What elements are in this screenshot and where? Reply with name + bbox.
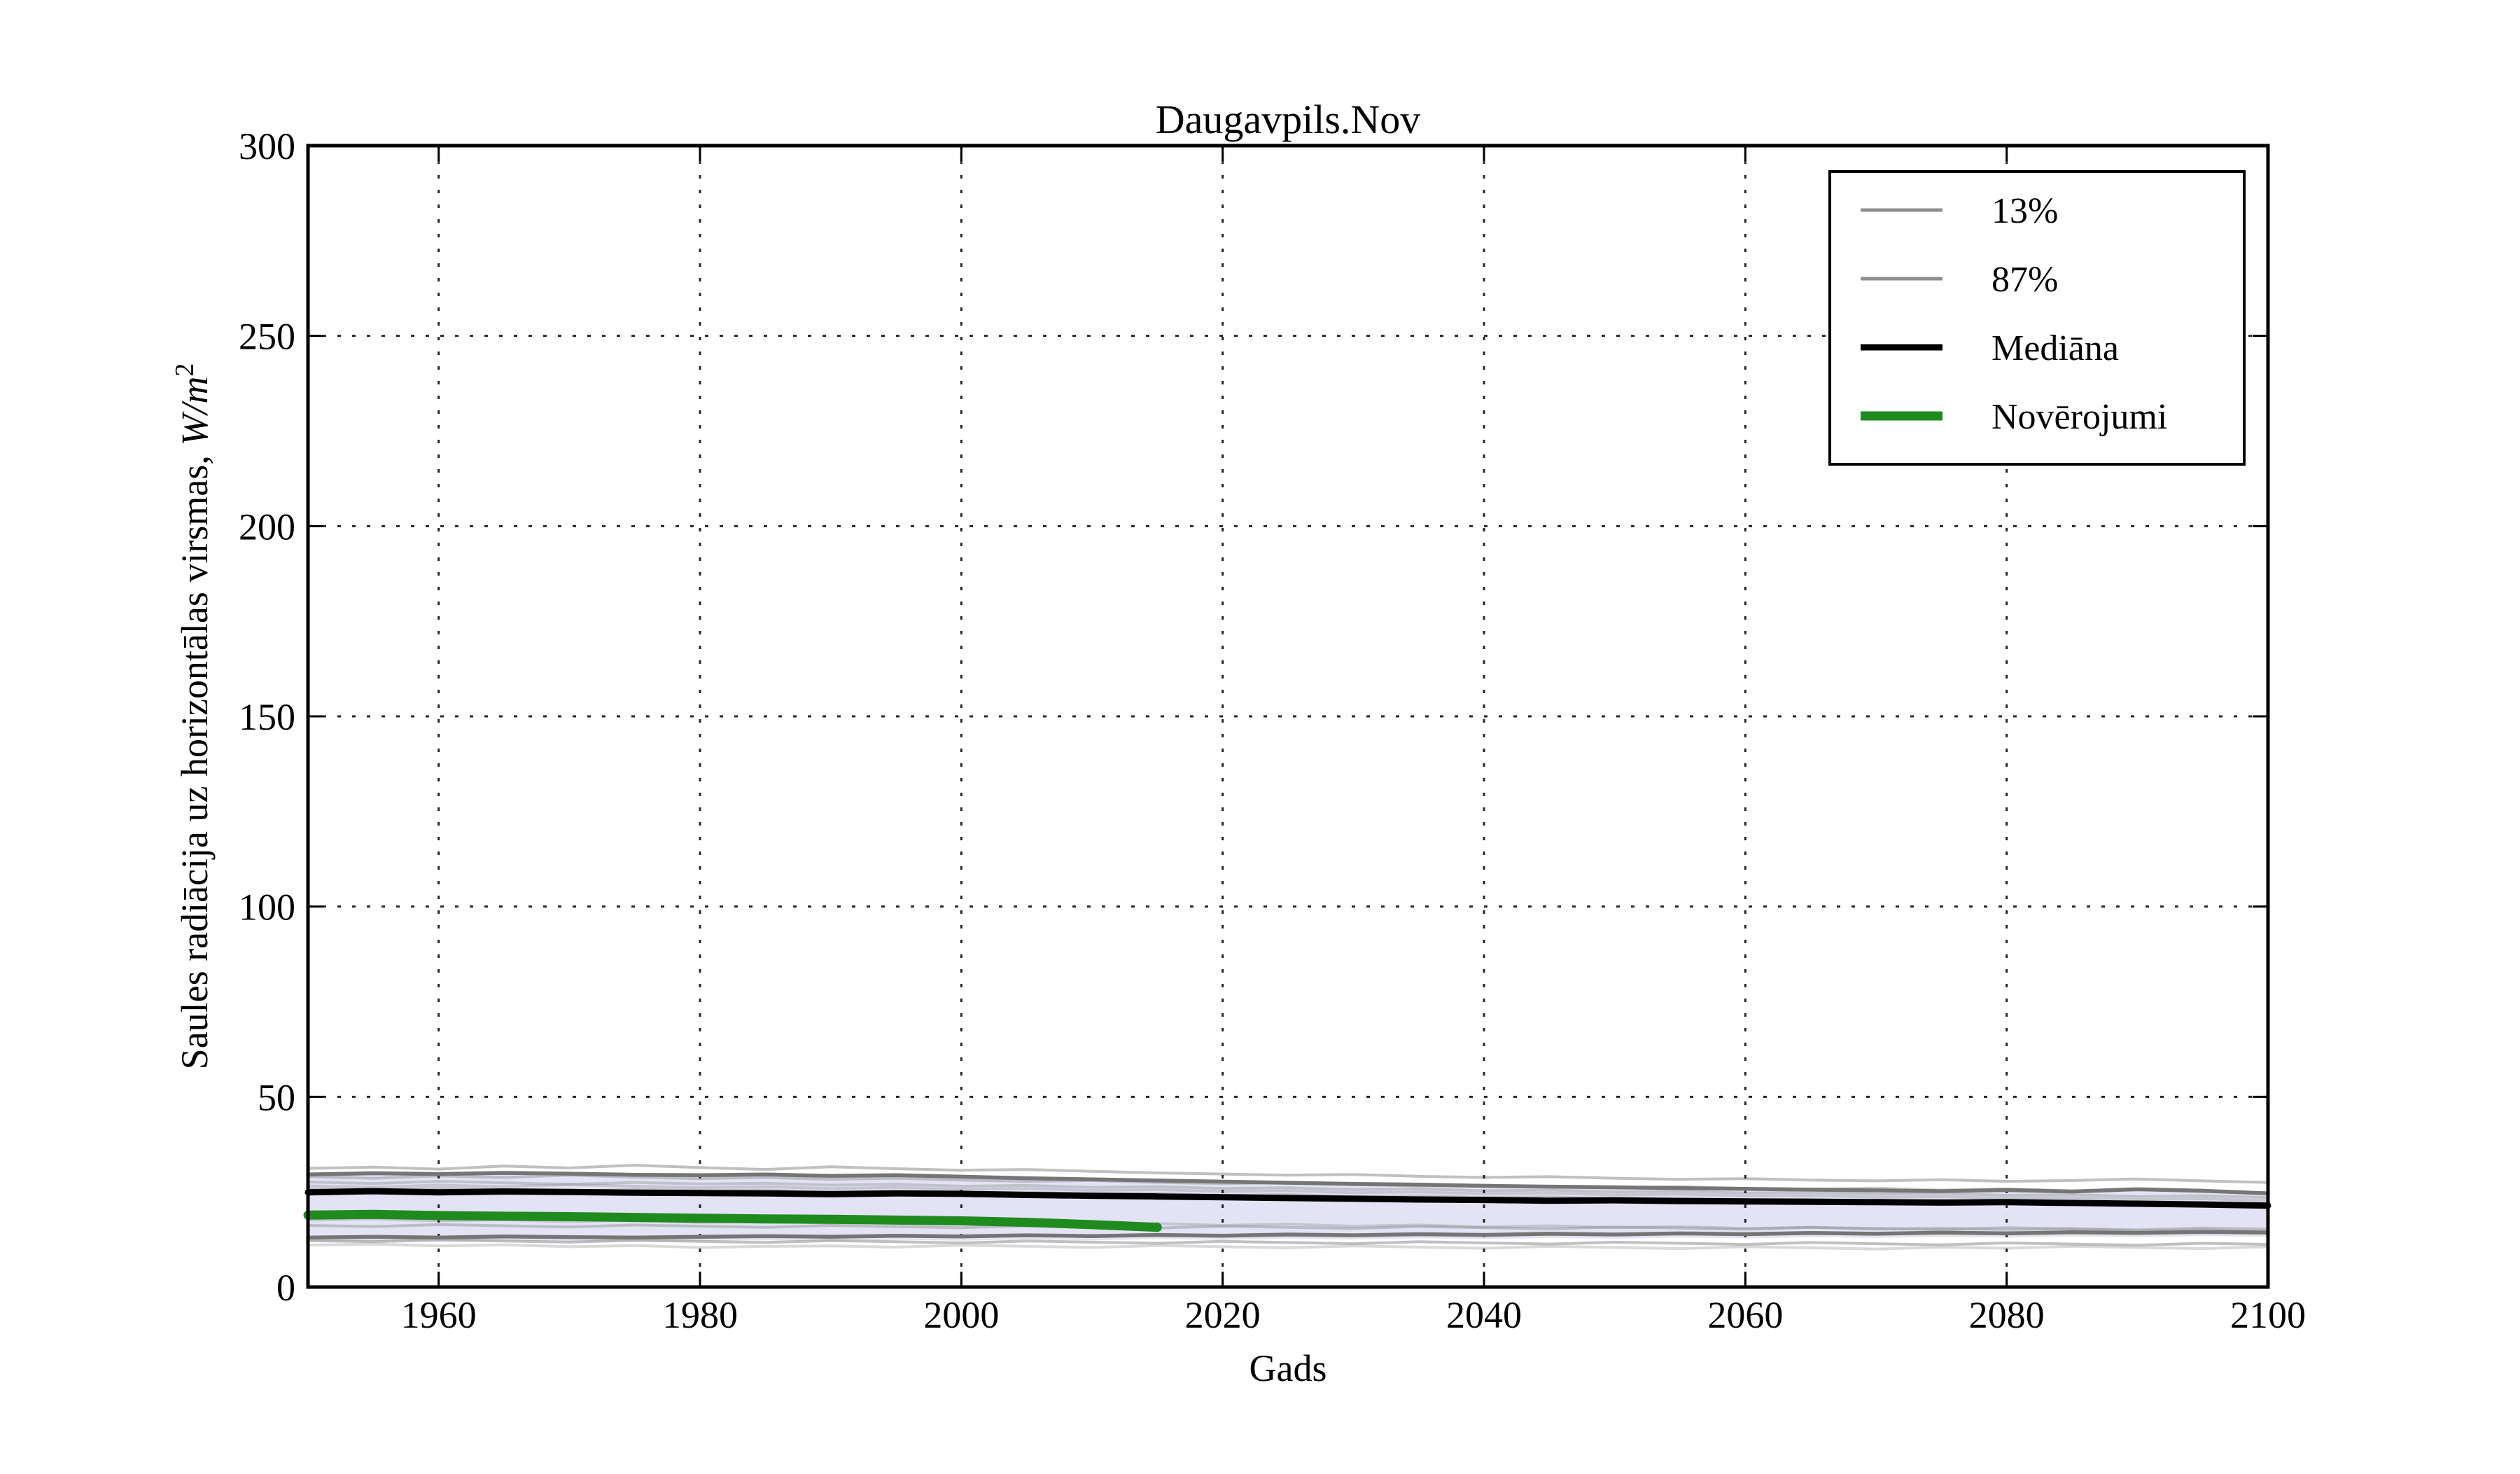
y-tick-label: 0 bbox=[276, 1267, 295, 1309]
y-tick-label: 50 bbox=[258, 1076, 295, 1118]
plot-border bbox=[306, 144, 2270, 1289]
legend-label-observations: Novērojumi bbox=[1991, 397, 2167, 437]
ensemble-member-line bbox=[307, 1238, 2269, 1247]
x-axis-label: Gads bbox=[1250, 1347, 1327, 1389]
ensemble-member-line bbox=[307, 1223, 2269, 1232]
x-tick-label: 2100 bbox=[2230, 1294, 2306, 1336]
legend-item-median: Mediāna bbox=[1861, 328, 2119, 368]
legend-label-87pct: 87% bbox=[1991, 260, 2058, 300]
legend-label-median: Mediāna bbox=[1991, 328, 2119, 368]
ensemble-member-line bbox=[307, 1180, 2269, 1200]
y-tick-label: 100 bbox=[239, 887, 295, 929]
ensemble-member-line bbox=[307, 1242, 2269, 1251]
x-tick-label: 2000 bbox=[923, 1294, 999, 1336]
legend-item-87pct: 87% bbox=[1861, 260, 2058, 300]
x-tick-label: 1980 bbox=[662, 1294, 738, 1336]
y-tick-label: 250 bbox=[239, 316, 295, 358]
series-line-13 bbox=[306, 1230, 2270, 1240]
y-axis-label-text: Saules radiācija uz horizontālas virsmas… bbox=[174, 446, 216, 1070]
x-tick-label: 2060 bbox=[1707, 1294, 1783, 1336]
y-tick-label: 200 bbox=[239, 506, 295, 548]
chart-title: Daugavpils.Nov bbox=[1156, 97, 1421, 142]
legend-item-observations: Novērojumi bbox=[1861, 397, 2167, 437]
legend-label-13pct: 13% bbox=[1991, 191, 2058, 231]
observations-line bbox=[303, 1209, 1162, 1232]
y-tick-label: 150 bbox=[239, 696, 295, 738]
legend-item-13pct: 13% bbox=[1861, 191, 2058, 231]
y-axis-label-unit-exponent: 2 bbox=[170, 363, 200, 377]
x-tick-label: 2040 bbox=[1446, 1294, 1522, 1336]
x-tick-label: 2020 bbox=[1185, 1294, 1261, 1336]
legend-box: 13% 87% Mediāna Novērojumi bbox=[1828, 170, 2246, 466]
ensemble-member-line bbox=[307, 1164, 2269, 1184]
ensemble-member-line bbox=[307, 1183, 2269, 1202]
x-tick-label: 2080 bbox=[1969, 1294, 2045, 1336]
series-line-medina bbox=[304, 1188, 2272, 1209]
y-axis-label-unit: W/m bbox=[174, 377, 216, 446]
x-tick-label: 1960 bbox=[401, 1294, 477, 1336]
y-tick-label: 300 bbox=[239, 125, 295, 167]
series-line-87 bbox=[306, 1171, 2270, 1196]
y-axis-label: Saules radiācija uz horizontālas virsmas… bbox=[170, 363, 216, 1070]
